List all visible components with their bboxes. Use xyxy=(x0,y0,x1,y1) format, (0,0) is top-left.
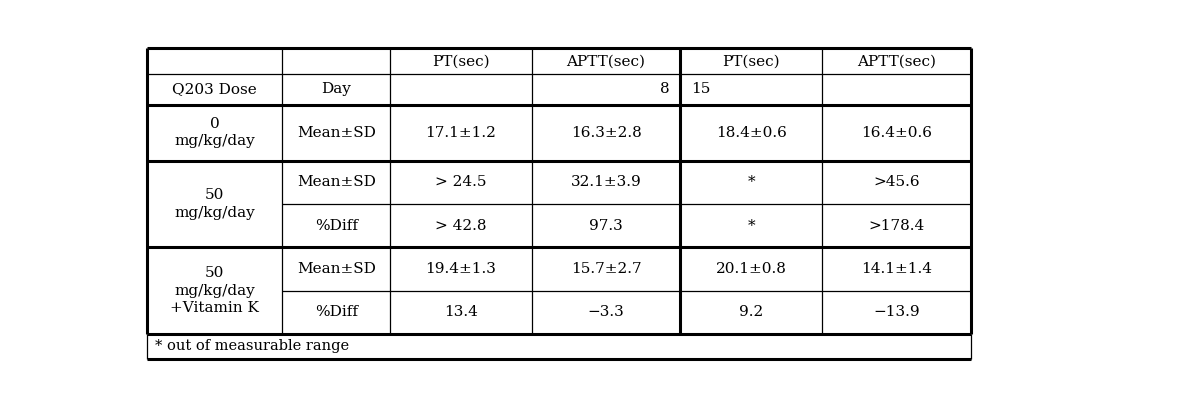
Text: 20.1±0.8: 20.1±0.8 xyxy=(716,262,787,276)
Text: 32.1±3.9: 32.1±3.9 xyxy=(570,175,641,189)
Text: Mean±SD: Mean±SD xyxy=(297,175,376,189)
Text: %Diff: %Diff xyxy=(315,219,358,233)
Text: 14.1±1.4: 14.1±1.4 xyxy=(861,262,932,276)
Text: 15: 15 xyxy=(691,83,710,96)
Text: Day: Day xyxy=(322,83,351,96)
Text: > 42.8: > 42.8 xyxy=(435,219,487,233)
Text: PT(sec): PT(sec) xyxy=(432,54,490,69)
Text: >45.6: >45.6 xyxy=(873,175,920,189)
Text: 50
mg/kg/day
+Vitamin K: 50 mg/kg/day +Vitamin K xyxy=(171,266,259,315)
Text: 15.7±2.7: 15.7±2.7 xyxy=(570,262,641,276)
Text: *: * xyxy=(747,175,755,189)
Text: Mean±SD: Mean±SD xyxy=(297,126,376,140)
Text: 17.1±1.2: 17.1±1.2 xyxy=(425,126,496,140)
Text: %Diff: %Diff xyxy=(315,305,358,319)
Text: 97.3: 97.3 xyxy=(589,219,623,233)
Text: 19.4±1.3: 19.4±1.3 xyxy=(425,262,496,276)
Text: PT(sec): PT(sec) xyxy=(722,54,780,69)
Text: 0
mg/kg/day: 0 mg/kg/day xyxy=(174,117,256,148)
Text: −13.9: −13.9 xyxy=(873,305,920,319)
Text: 16.3±2.8: 16.3±2.8 xyxy=(570,126,641,140)
Text: APTT(sec): APTT(sec) xyxy=(567,54,646,69)
Text: 16.4±0.6: 16.4±0.6 xyxy=(861,126,932,140)
Text: 8: 8 xyxy=(660,83,669,96)
Text: APTT(sec): APTT(sec) xyxy=(856,54,935,69)
Text: 13.4: 13.4 xyxy=(444,305,478,319)
Text: 50
mg/kg/day: 50 mg/kg/day xyxy=(174,189,256,220)
Text: Mean±SD: Mean±SD xyxy=(297,262,376,276)
Text: * out of measurable range: * out of measurable range xyxy=(154,339,349,353)
Text: > 24.5: > 24.5 xyxy=(435,175,487,189)
Text: −3.3: −3.3 xyxy=(588,305,624,319)
Text: >178.4: >178.4 xyxy=(868,219,925,233)
Text: 18.4±0.6: 18.4±0.6 xyxy=(716,126,787,140)
Text: Q203 Dose: Q203 Dose xyxy=(172,83,257,96)
Text: *: * xyxy=(747,219,755,233)
Text: 9.2: 9.2 xyxy=(739,305,763,319)
